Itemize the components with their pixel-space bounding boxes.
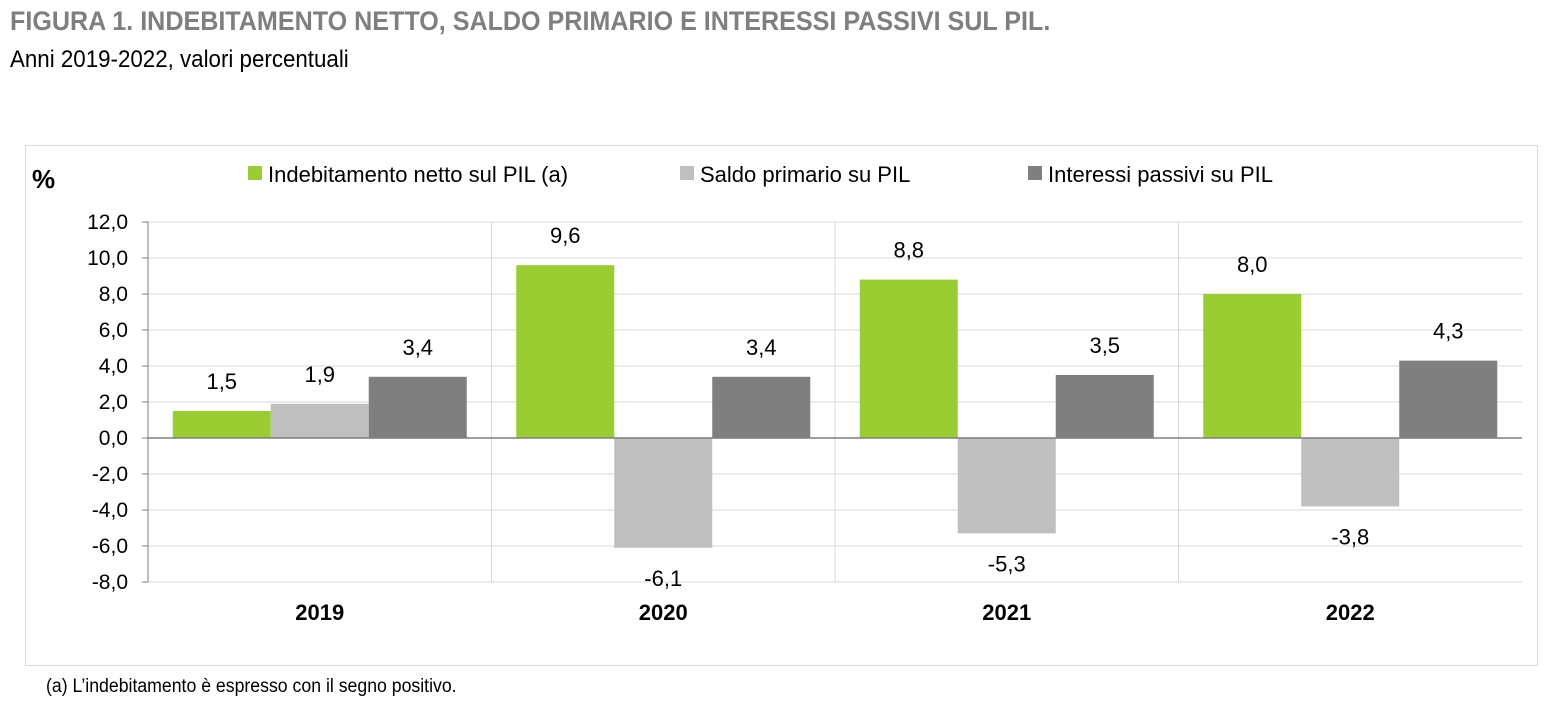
- legend-swatch: [1028, 166, 1042, 180]
- bar: [516, 265, 615, 438]
- x-tick-label: 2021: [982, 600, 1031, 625]
- legend: Indebitamento netto sul PIL (a) Saldo pri…: [248, 162, 1273, 187]
- legend-label: Saldo primario su PIL: [700, 162, 910, 187]
- data-label: -3,8: [1331, 524, 1369, 549]
- data-label: 9,6: [550, 223, 581, 248]
- y-tick-label: -6,0: [92, 535, 128, 558]
- data-labels: 1,5 1,9 3,4 9,6 -6,1 3,4 8,8 -5,3 3,5 8,0 -3,8 4,3: [206, 223, 1463, 591]
- data-label: 8,0: [1237, 252, 1268, 277]
- data-label: 4,3: [1433, 319, 1464, 344]
- bar: [614, 438, 713, 548]
- bar: [368, 376, 467, 438]
- y-tick-label: -4,0: [92, 499, 128, 522]
- axes: 12,0 10,0 8,0 6,0 4,0 2,0 0,0 -2,0 -4,0 -6,0 -8,0 2…: [87, 211, 1522, 625]
- legend-swatch: [680, 166, 694, 180]
- y-tick-label: 10,0: [87, 247, 128, 270]
- bar: [1055, 375, 1154, 438]
- x-tick-label: 2019: [295, 600, 344, 625]
- y-tick-label: 4,0: [99, 355, 128, 378]
- y-tick-label: 2,0: [99, 391, 128, 414]
- figure-subtitle: Anni 2019-2022, valori percentuali: [10, 46, 349, 73]
- data-label: 3,4: [402, 335, 433, 360]
- bar: [1203, 294, 1302, 438]
- y-tick-label: -2,0: [92, 463, 128, 486]
- legend-label: Interessi passivi su PIL: [1048, 162, 1273, 187]
- bars: [172, 265, 1498, 548]
- data-label: -5,3: [988, 551, 1026, 576]
- legend-swatch: [248, 166, 262, 180]
- bar: [712, 376, 811, 438]
- figure-note: (a) L’indebitamento è espresso con il se…: [46, 676, 457, 697]
- bar: [859, 279, 958, 438]
- y-tick-label: 12,0: [87, 211, 128, 234]
- bar: [270, 403, 369, 438]
- data-label: 8,8: [893, 238, 924, 263]
- bar: [172, 411, 271, 438]
- bar: [1301, 438, 1400, 507]
- data-label: -6,1: [644, 566, 682, 591]
- chart-frame: [25, 145, 1538, 666]
- y-tick-label: 0,0: [99, 427, 128, 450]
- data-label: 1,5: [206, 369, 237, 394]
- x-tick-label: 2020: [639, 600, 688, 625]
- data-label: 3,5: [1089, 333, 1120, 358]
- y-tick-label: -8,0: [92, 571, 128, 594]
- y-tick-label: 6,0: [99, 319, 128, 342]
- bar: [1399, 360, 1498, 438]
- figure-title: FIGURA 1. INDEBITAMENTO NETTO, SALDO PRI…: [10, 6, 1051, 36]
- y-tick-label: 8,0: [99, 283, 128, 306]
- x-tick-label: 2022: [1326, 600, 1375, 625]
- gridlines: [148, 221, 1522, 583]
- y-axis-label: %: [32, 164, 55, 194]
- data-label: 3,4: [746, 335, 777, 360]
- bar: [957, 438, 1056, 534]
- data-label: 1,9: [304, 362, 335, 387]
- legend-label: Indebitamento netto sul PIL (a): [268, 162, 568, 187]
